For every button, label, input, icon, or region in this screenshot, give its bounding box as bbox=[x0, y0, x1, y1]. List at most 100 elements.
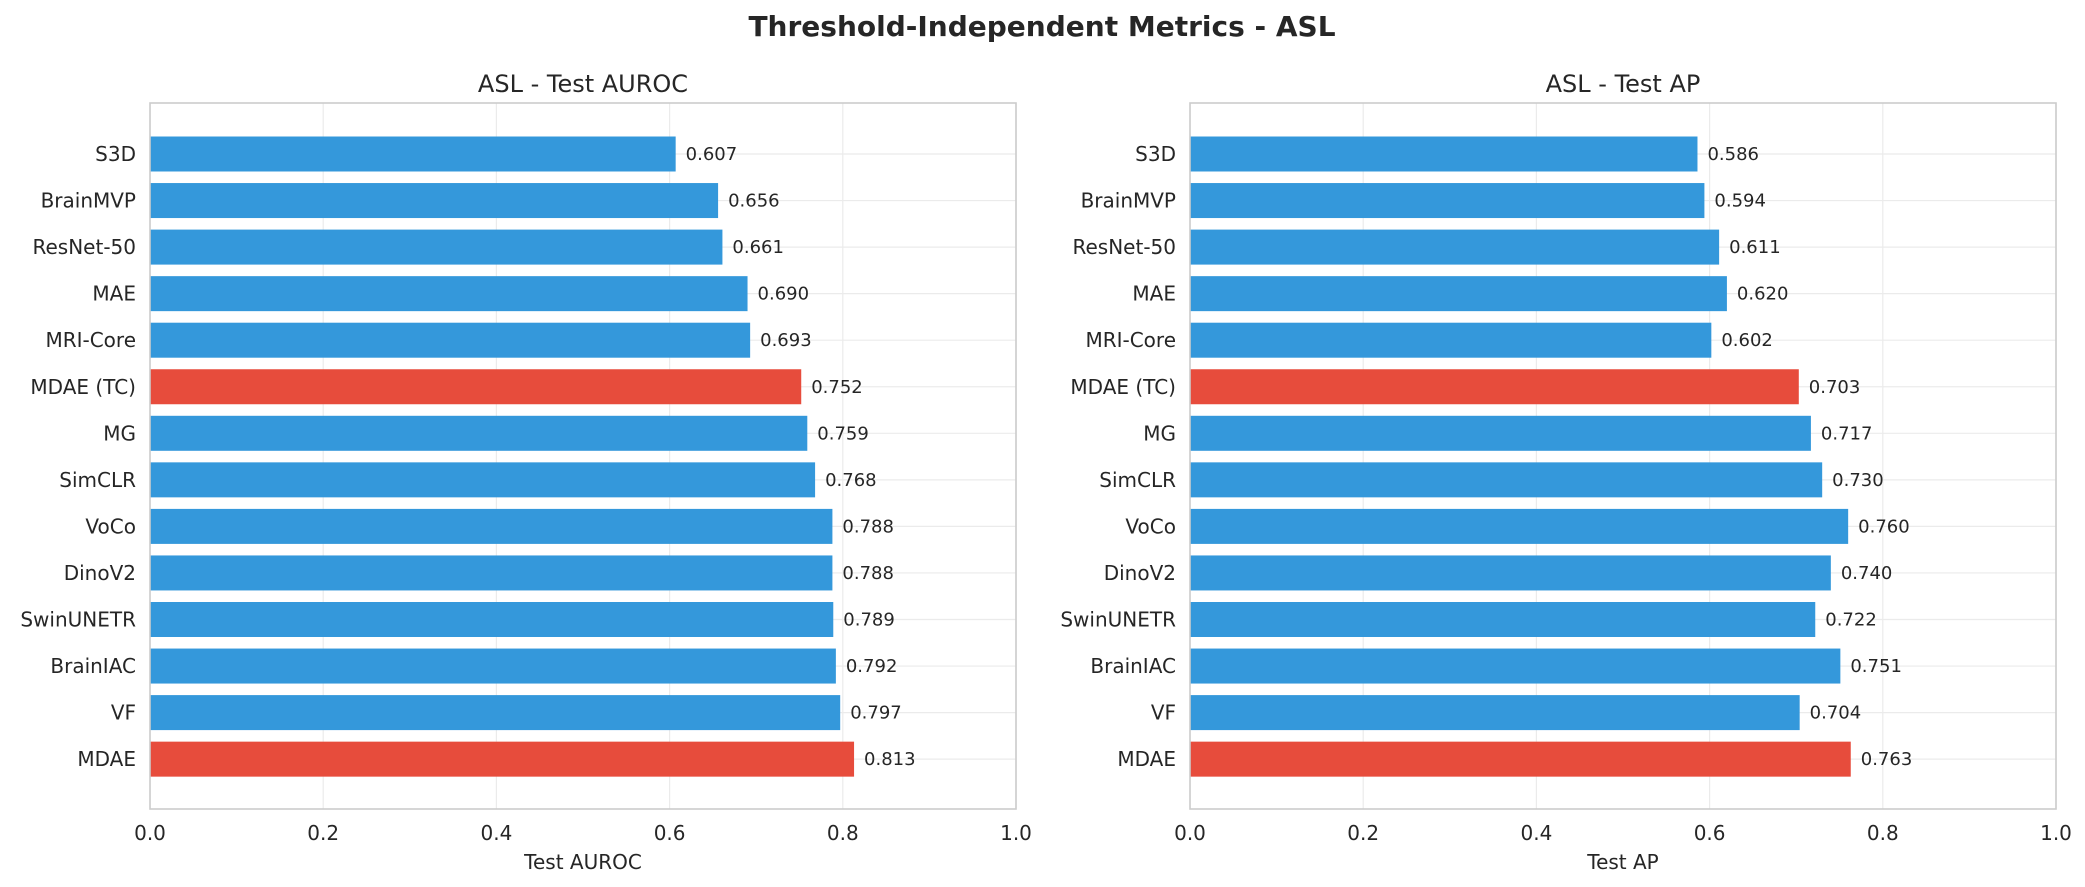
category-label: MAE bbox=[1132, 282, 1176, 306]
category-label: VF bbox=[1151, 701, 1176, 725]
value-label: 0.813 bbox=[864, 749, 916, 770]
figure-title: Threshold-Independent Metrics - ASL bbox=[748, 10, 1335, 43]
bar bbox=[150, 741, 855, 777]
x-tick-label: 1.0 bbox=[2040, 821, 2072, 845]
category-label: S3D bbox=[95, 142, 136, 166]
plot-frame bbox=[1189, 102, 2057, 810]
category-label: ResNet-50 bbox=[33, 235, 137, 259]
bar bbox=[150, 462, 816, 498]
bar bbox=[1190, 322, 1712, 358]
chart-title: ASL - Test AP bbox=[1546, 70, 1701, 98]
bar bbox=[1190, 136, 1698, 172]
category-label: VoCo bbox=[85, 514, 136, 538]
category-label: BrainIAC bbox=[50, 654, 136, 678]
value-label: 0.792 bbox=[846, 656, 898, 677]
value-label: 0.661 bbox=[732, 237, 784, 258]
bar bbox=[1190, 229, 1720, 265]
bar bbox=[1190, 695, 1800, 731]
bar bbox=[150, 369, 802, 405]
chart-panels: S3D 0.607 BrainMVP 0.656 ResNet-50 0.661 MAE 0.… bbox=[20, 70, 2072, 874]
value-label: 0.693 bbox=[760, 330, 812, 351]
category-label: SimCLR bbox=[1099, 468, 1176, 492]
category-label: SwinUNETR bbox=[20, 608, 136, 632]
value-label: 0.751 bbox=[1850, 656, 1902, 677]
x-axis-label: Test AP bbox=[1586, 850, 1658, 874]
bar bbox=[150, 322, 751, 358]
value-label: 0.763 bbox=[1861, 749, 1913, 770]
value-label: 0.656 bbox=[728, 191, 780, 212]
category-label: MDAE bbox=[77, 747, 136, 771]
category-label: MG bbox=[103, 421, 136, 445]
value-label: 0.586 bbox=[1707, 144, 1759, 165]
bar bbox=[150, 136, 676, 172]
bar bbox=[1190, 369, 1799, 405]
bar bbox=[150, 648, 836, 684]
bar bbox=[1190, 415, 1811, 451]
x-tick-label: 0.4 bbox=[480, 821, 512, 845]
x-tick-label: 0.0 bbox=[134, 821, 166, 845]
value-label: 0.768 bbox=[825, 470, 877, 491]
value-label: 0.717 bbox=[1821, 423, 1873, 444]
bar bbox=[1190, 555, 1831, 591]
category-label: MRI-Core bbox=[45, 328, 136, 352]
chart-panel-2: S3D 0.586 BrainMVP 0.594 ResNet-50 0.611 MAE 0.… bbox=[1060, 70, 2072, 874]
value-label: 0.607 bbox=[686, 144, 738, 165]
bar bbox=[1190, 276, 1727, 312]
value-label: 0.611 bbox=[1729, 237, 1781, 258]
x-tick-label: 0.0 bbox=[1174, 821, 1206, 845]
category-label: MDAE (TC) bbox=[1070, 375, 1176, 399]
bar bbox=[150, 276, 748, 312]
x-tick-label: 1.0 bbox=[1000, 821, 1032, 845]
value-label: 0.722 bbox=[1825, 610, 1877, 631]
bar bbox=[150, 183, 719, 219]
value-label: 0.594 bbox=[1714, 191, 1766, 212]
value-label: 0.620 bbox=[1737, 284, 1789, 305]
value-label: 0.602 bbox=[1721, 330, 1773, 351]
value-label: 0.789 bbox=[843, 610, 895, 631]
bar bbox=[150, 695, 841, 731]
value-label: 0.797 bbox=[850, 703, 902, 724]
category-label: DinoV2 bbox=[1104, 561, 1176, 585]
category-label: MDAE (TC) bbox=[30, 375, 136, 399]
x-tick-label: 0.2 bbox=[1347, 821, 1379, 845]
bar bbox=[150, 229, 723, 265]
value-label: 0.730 bbox=[1832, 470, 1884, 491]
x-tick-label: 0.8 bbox=[1867, 821, 1899, 845]
bar bbox=[150, 555, 833, 591]
value-label: 0.740 bbox=[1841, 563, 1893, 584]
plot-frame bbox=[149, 102, 1017, 810]
x-tick-label: 0.2 bbox=[307, 821, 339, 845]
bar bbox=[1190, 741, 1851, 777]
value-label: 0.760 bbox=[1858, 516, 1910, 537]
chart-title: ASL - Test AUROC bbox=[478, 70, 688, 98]
category-label: MDAE bbox=[1117, 747, 1176, 771]
x-axis-label: Test AUROC bbox=[523, 850, 642, 874]
bar bbox=[150, 602, 834, 637]
bar bbox=[150, 415, 808, 451]
category-label: ResNet-50 bbox=[1073, 235, 1177, 259]
value-label: 0.752 bbox=[811, 377, 863, 398]
category-label: MG bbox=[1143, 421, 1176, 445]
category-label: MRI-Core bbox=[1085, 328, 1176, 352]
x-tick-label: 0.6 bbox=[1694, 821, 1726, 845]
category-label: VF bbox=[111, 701, 136, 725]
value-label: 0.703 bbox=[1809, 377, 1861, 398]
bar bbox=[1190, 508, 1849, 544]
value-label: 0.788 bbox=[842, 563, 894, 584]
bar bbox=[1190, 183, 1705, 219]
bar bbox=[150, 508, 833, 544]
category-label: SwinUNETR bbox=[1060, 608, 1176, 632]
x-tick-label: 0.8 bbox=[827, 821, 859, 845]
value-label: 0.704 bbox=[1810, 703, 1862, 724]
bar bbox=[1190, 462, 1823, 498]
bar bbox=[1190, 602, 1816, 637]
category-label: S3D bbox=[1135, 142, 1176, 166]
category-label: VoCo bbox=[1125, 514, 1176, 538]
value-label: 0.690 bbox=[758, 284, 810, 305]
category-label: SimCLR bbox=[59, 468, 136, 492]
x-tick-label: 0.6 bbox=[654, 821, 686, 845]
chart-panel-1: S3D 0.607 BrainMVP 0.656 ResNet-50 0.661 MAE 0.… bbox=[20, 70, 1032, 874]
category-label: DinoV2 bbox=[64, 561, 136, 585]
